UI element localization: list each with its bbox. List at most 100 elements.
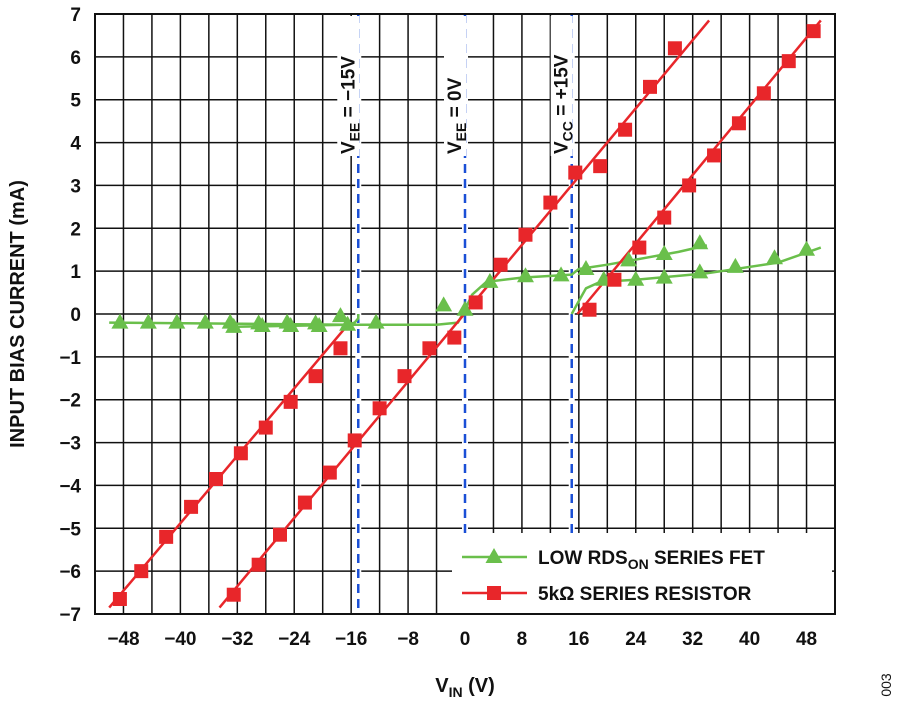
x-tick-label: −48 [107,629,139,650]
data-point [582,302,597,317]
data-point [618,122,633,137]
ref-label-bg [550,16,573,156]
y-tick-label: 4 [70,134,81,155]
ref-label: VEE = 0V [445,77,469,154]
y-tick-label: 5 [70,91,81,112]
data-point [226,587,241,602]
data-point [632,240,647,255]
data-point [781,54,796,69]
data-point [691,234,709,250]
data-point [297,495,312,510]
data-point [308,369,323,384]
data-point [593,159,608,174]
legend-marker [487,586,501,600]
data-point [468,295,483,310]
series-markers [111,24,821,606]
data-point [139,313,157,329]
data-point [322,465,337,480]
x-axis-title: VIN (V) [435,675,495,700]
y-tick-label: −3 [59,434,81,455]
x-tick-label: −32 [221,629,253,650]
x-tick-label: 8 [517,629,528,650]
data-point [422,341,437,356]
data-point [225,317,243,333]
y-tick-label: 2 [70,219,81,240]
data-point [627,270,645,286]
data-point [691,263,709,279]
data-point [518,227,533,242]
y-tick-label: 3 [70,176,81,197]
plot-frame [94,13,836,615]
data-point [282,317,300,332]
data-point [806,24,821,39]
legend: LOW RDSON SERIES FET 5kΩ SERIES RESISTOR [452,533,832,613]
data-point [657,210,672,225]
data-point [331,307,349,323]
data-point [655,268,673,284]
x-tick-label: −8 [397,629,419,650]
series-line [230,314,360,329]
x-tick-label: −24 [278,629,311,650]
y-tick-label: 6 [70,48,81,69]
data-point [543,195,558,210]
data-point [447,330,462,345]
data-point [481,272,499,288]
data-point [258,420,273,435]
tick-labels: −48 −40 −32 −24 −16 −8 0 8 16 24 32 40 4876543210−1−… [59,5,817,650]
y-axis-title: INPUT BIAS CURRENT (mA) [7,180,29,448]
data-point [766,249,784,265]
data-point [577,260,595,275]
y-tick-label: −2 [59,391,81,412]
legend-label: 5kΩ SERIES RESISTOR [538,584,752,605]
data-point [493,257,508,272]
x-tick-label: 16 [568,629,589,650]
data-point [372,401,387,416]
data-point [756,86,771,101]
data-point [397,369,412,384]
data-point [196,313,214,329]
x-tick-label: −40 [164,629,196,650]
x-tick-label: 40 [739,629,760,650]
data-point [643,79,657,94]
data-point [435,296,453,312]
data-point [159,529,174,544]
legend-box [452,533,832,613]
series-line [109,244,708,326]
data-point [310,317,328,332]
data-point [726,257,744,273]
data-point [620,251,638,267]
legend-marker [485,548,503,563]
y-tick-label: −6 [59,562,81,583]
ref-label-bg [444,16,466,156]
series-line [576,19,822,315]
x-tick-label: 32 [682,629,703,650]
data-point [682,178,697,193]
x-tick-label: 24 [625,629,647,650]
reference-labels: VEE = −15V VEE = 0V VCC = +15V [337,16,576,156]
data-point [134,564,149,579]
y-tick-label: −1 [59,348,81,369]
y-tick-label: 1 [70,262,81,283]
data-point [667,41,682,56]
data-point [111,313,129,329]
data-point [552,266,570,282]
data-point [347,433,362,448]
legend-label: LOW RDSON SERIES FET [538,548,765,572]
y-tick-label: −7 [59,605,81,626]
data-point [168,313,186,329]
data-point [707,148,722,163]
data-point [233,446,248,461]
figure-id: 003 [878,673,894,697]
y-tick-label: 0 [70,305,81,326]
data-point [208,472,223,486]
data-point [283,394,298,409]
x-tick-label: 0 [460,629,471,650]
data-point [607,272,622,287]
data-point [655,245,673,260]
data-point [516,267,534,283]
data-point [253,317,271,332]
data-point [273,527,287,542]
ref-label-bg [337,16,360,156]
data-point [731,116,746,131]
